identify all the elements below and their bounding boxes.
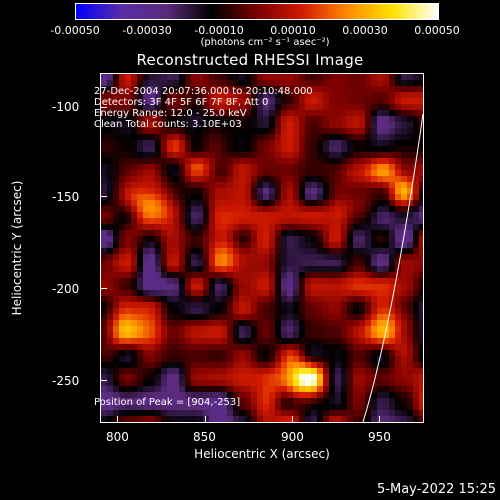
y-tick [100,380,107,381]
info-clean: Clean Total counts: 3.10E+03 [94,119,242,130]
image-plot [100,73,424,423]
y-tick-label: -150 [52,190,80,204]
colorbar-tick-label: 0.00050 [414,24,460,37]
colorbar-tick-label: 0.00030 [342,24,388,37]
colorbar-tick-label: -0.00010 [194,24,244,37]
y-tick [100,196,107,197]
rhessi-image-heatmap [101,74,423,422]
x-tick-label: 800 [106,430,129,444]
info-energy: Energy Range: 12.0 - 25.0 keV [94,108,247,119]
info-time-range: 27-Dec-2004 20:07:36.000 to 20:10:48.000 [94,86,313,97]
x-tick [205,416,206,423]
colorbar-tick-label: -0.00050 [50,24,100,37]
y-tick-label: -200 [52,282,80,296]
plot-title: Reconstructed RHESSI Image [136,51,364,69]
colorbar-tick-label: 0.00010 [270,24,316,37]
x-tick [292,416,293,423]
x-tick-label: 900 [281,430,304,444]
x-axis-label: Heliocentric X (arcsec) [194,447,330,461]
x-tick-label: 950 [368,430,391,444]
colorbar [75,3,439,20]
y-tick [100,288,107,289]
x-tick [117,416,118,423]
solar-limb-overlay [362,113,423,422]
y-tick-label: -100 [52,100,80,114]
y-tick-label: -250 [52,374,80,388]
y-axis-label: Heliocentric Y (arcsec) [10,180,24,316]
footer-date: 5-May-2022 15:25 [377,482,496,497]
x-tick [379,416,380,423]
info-detectors: Detectors: 3F 4F 5F 6F 7F 8F, Att 0 [94,97,269,108]
info-peak-position: Position of Peak = [904,-253] [94,397,241,408]
solar-limb-line [362,113,423,422]
y-tick [100,107,107,108]
colorbar-tick-label: -0.00030 [122,24,172,37]
x-tick-label: 850 [193,430,216,444]
colorbar-unit-label: (photons cm⁻² s⁻¹ asec⁻²) [200,37,330,48]
